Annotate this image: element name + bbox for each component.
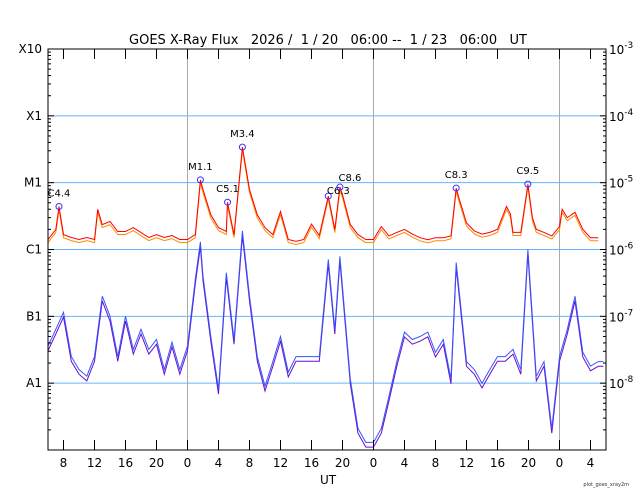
- flare-label: C5.1: [216, 184, 239, 195]
- x-axis-label: UT: [320, 473, 337, 487]
- x-tick-label: 8: [246, 456, 254, 470]
- footer-text: plot_goes_xray2m: [583, 482, 629, 488]
- left-axis-label: M1: [24, 176, 42, 190]
- right-axis-label: 10-6: [609, 242, 634, 258]
- right-axis-label: 10-7: [609, 308, 633, 324]
- x-tick-label: 0: [370, 456, 378, 470]
- left-axis-label: X1: [26, 109, 42, 123]
- flare-marker: [524, 180, 532, 188]
- flare-marker: [224, 198, 232, 206]
- x-tick-label: 20: [149, 456, 164, 470]
- flare-marker: [55, 202, 63, 210]
- left-axis-label: A1: [26, 376, 42, 390]
- left-axis-label: B1: [26, 309, 42, 323]
- flare-label: M1.1: [188, 162, 213, 173]
- flare-label: C8.6: [338, 173, 361, 184]
- right-axis-label: 10-4: [609, 108, 634, 124]
- flare-marker: [452, 184, 460, 192]
- x-tick-label: 12: [87, 456, 102, 470]
- flare-label: C9.5: [516, 166, 539, 177]
- x-tick-label: 4: [215, 456, 223, 470]
- flare-label: M3.4: [230, 129, 255, 140]
- x-tick-label: 16: [304, 456, 319, 470]
- x-tick-label: 0: [184, 456, 192, 470]
- x-tick-label: 16: [490, 456, 505, 470]
- series-lines: [47, 147, 604, 448]
- x-tick-label: 12: [273, 456, 288, 470]
- flare-marker: [238, 143, 246, 151]
- left-axis-label: X10: [19, 42, 43, 56]
- right-axis-label: 10-8: [609, 375, 634, 391]
- right-axis-label: 10-5: [609, 175, 633, 191]
- right-axis-label: 10-3: [609, 41, 633, 57]
- x-tick-label: 4: [587, 456, 595, 470]
- axes: 8 12 16 20 0 4 8 12 16 20 0 4 8 12 16 20 0 4 X10 X1 M1 C1 B1 A1…: [19, 41, 634, 470]
- flare-marker: [336, 183, 344, 191]
- flare-marker: [196, 176, 204, 184]
- flare-label: C4.4: [48, 188, 71, 199]
- x-tick-label: 20: [521, 456, 536, 470]
- series-line-long: [47, 147, 599, 242]
- x-tick-label: 0: [556, 456, 564, 470]
- flare-marker: [324, 192, 332, 200]
- flare-label: C6.3: [327, 186, 350, 197]
- x-tick-label: 12: [459, 456, 474, 470]
- chart-title: GOES X-Ray Flux 2026 / 1 / 20 06:00 -- 1…: [129, 33, 527, 48]
- x-tick-label: 4: [401, 456, 409, 470]
- x-tick-label: 8: [432, 456, 440, 470]
- series-line-short: [47, 230, 604, 443]
- left-axis-label: C1: [26, 243, 42, 257]
- x-tick-label: 20: [335, 456, 350, 470]
- grid: [48, 49, 606, 450]
- x-tick-label: 16: [118, 456, 133, 470]
- x-tick-label: 8: [60, 456, 68, 470]
- flare-label: C8.3: [445, 170, 468, 181]
- flare-annotations: C4.4 M1.1C5.1 M3.4 C6.3 C8.6 C8.3 C9.5: [48, 129, 539, 210]
- series-line-long-secondary: [47, 150, 599, 246]
